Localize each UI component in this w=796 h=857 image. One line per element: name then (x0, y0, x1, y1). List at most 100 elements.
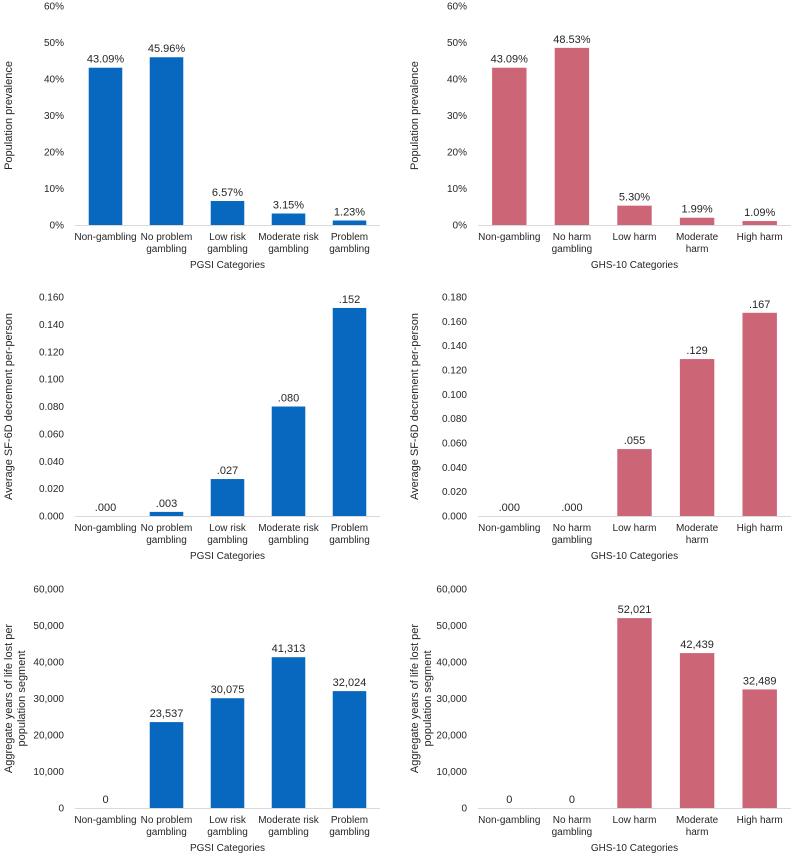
y-tick-label: 20,000 (436, 731, 467, 742)
y-tick-label: 60,000 (436, 585, 467, 596)
chart-panel-3: 0.000 0.020 0.040 0.060 0.080 0.100 0.120 0.140… (3, 293, 380, 562)
y-axis-title: Aggregate years of life lost per (409, 624, 421, 774)
category-label: Moderate risk (258, 523, 320, 534)
bar (679, 217, 715, 225)
x-axis-title: PGSI Categories (190, 260, 265, 271)
y-tick-label: 30,000 (33, 694, 64, 705)
x-axis-title: PGSI Categories (190, 843, 265, 854)
y-axis-title: population segment (422, 650, 434, 746)
data-label: 1.23% (334, 207, 365, 219)
y-axis-title: Population prevalence (3, 61, 15, 170)
category-label: High harm (737, 815, 783, 826)
y-tick-label: 0.100 (39, 375, 64, 386)
y-tick-label: 30% (447, 111, 467, 122)
category-label: Low harm (613, 232, 657, 243)
category-label: harm (686, 827, 709, 838)
bar (742, 221, 777, 225)
y-tick-label: 0.120 (39, 347, 64, 358)
category-label: Low risk (209, 815, 247, 826)
y-tick-label: 50% (44, 38, 64, 49)
category-label: No harm (553, 815, 591, 826)
category-label: Low risk (209, 523, 247, 534)
data-label: .129 (686, 345, 707, 357)
y-tick-label: 50,000 (436, 621, 467, 632)
y-tick-label: 0 (58, 804, 64, 815)
x-axis-title: GHS-10 Categories (591, 551, 678, 562)
category-label: Non-gambling (478, 815, 540, 826)
category-label: gambling (329, 827, 370, 838)
y-tick-label: 10% (447, 184, 467, 195)
y-tick-label: 0.080 (39, 402, 64, 413)
y-tick-label: 30,000 (436, 694, 467, 705)
category-label: harm (686, 535, 709, 546)
category-label: Non-gambling (74, 815, 136, 826)
data-label: 41,313 (272, 643, 306, 655)
category-label: Non-gambling (478, 523, 540, 534)
y-tick-label: 60,000 (33, 585, 64, 596)
chart-panel-5: 0 10,000 20,000 30,000 40,000 50,000 60,000 0 No… (3, 585, 380, 854)
bar (492, 67, 527, 225)
bar (149, 57, 184, 225)
data-label: .027 (217, 465, 238, 477)
x-axis-title: PGSI Categories (190, 551, 265, 562)
bar (617, 618, 652, 808)
category-label: Moderate (676, 815, 719, 826)
x-axis-title: GHS-10 Categories (591, 843, 678, 854)
bar (149, 722, 184, 808)
category-label: harm (686, 244, 709, 255)
category-label: Moderate (676, 232, 719, 243)
y-tick-label: 0.060 (442, 439, 467, 450)
category-label: No problem (141, 815, 193, 826)
category-label: Low harm (613, 815, 657, 826)
y-tick-label: 0.000 (442, 512, 467, 523)
y-tick-label: 0% (453, 221, 468, 232)
data-label: 52,021 (618, 604, 652, 616)
data-label: 1.09% (744, 207, 775, 219)
category-label: Non-gambling (74, 232, 136, 243)
y-tick-label: 0 (461, 804, 467, 815)
category-label: High harm (737, 232, 783, 243)
y-tick-label: 10% (44, 184, 64, 195)
category-label: gambling (146, 244, 187, 255)
y-tick-label: 50,000 (33, 621, 64, 632)
category-label: gambling (146, 827, 187, 838)
y-tick-label: 0.040 (39, 457, 64, 468)
data-label: 6.57% (212, 187, 243, 199)
category-label: Problem (331, 815, 368, 826)
data-label: .000 (95, 502, 116, 514)
category-label: Low harm (613, 523, 657, 534)
chart-panel-1: 0% 10% 20% 30% 40% 50% 60% 43.09% Non-gambling 45… (3, 2, 380, 271)
y-tick-label: 0.020 (39, 484, 64, 495)
data-label: 43.09% (87, 54, 125, 66)
y-tick-label: 60% (447, 2, 467, 13)
data-label: .003 (156, 498, 177, 510)
category-label: No harm (553, 523, 591, 534)
y-tick-label: 40% (447, 75, 467, 86)
y-tick-label: 20,000 (33, 731, 64, 742)
data-label: 30,075 (211, 684, 245, 696)
chart-panel-2: 0% 10% 20% 30% 40% 50% 60% 43.09% Non-gambling 48… (409, 2, 791, 271)
category-label: Moderate (676, 523, 719, 534)
y-axis-title: Average SF-6D decrement per-person (3, 313, 15, 500)
category-label: No harm (553, 232, 591, 243)
data-label: 1.99% (681, 204, 712, 216)
bar (210, 201, 245, 225)
y-tick-label: 50% (447, 38, 467, 49)
category-label: Non-gambling (478, 232, 540, 243)
x-axis-title: GHS-10 Categories (591, 260, 678, 271)
chart-panel-6: 0 10,000 20,000 30,000 40,000 50,000 60,000 0 No… (409, 585, 791, 854)
bar (617, 449, 652, 516)
y-tick-label: 0.080 (442, 414, 467, 425)
data-label: 32,024 (333, 677, 367, 689)
y-tick-label: 0.140 (442, 341, 467, 352)
bar (554, 47, 590, 225)
bar (332, 307, 367, 516)
category-label: Low risk (209, 232, 247, 243)
y-tick-label: 30% (44, 111, 64, 122)
y-tick-label: 20% (44, 148, 64, 159)
y-axis-title: Average SF-6D decrement per-person (409, 313, 421, 500)
y-tick-label: 0.160 (39, 293, 64, 304)
data-label: 23,537 (150, 708, 184, 720)
y-tick-label: 60% (44, 2, 64, 13)
